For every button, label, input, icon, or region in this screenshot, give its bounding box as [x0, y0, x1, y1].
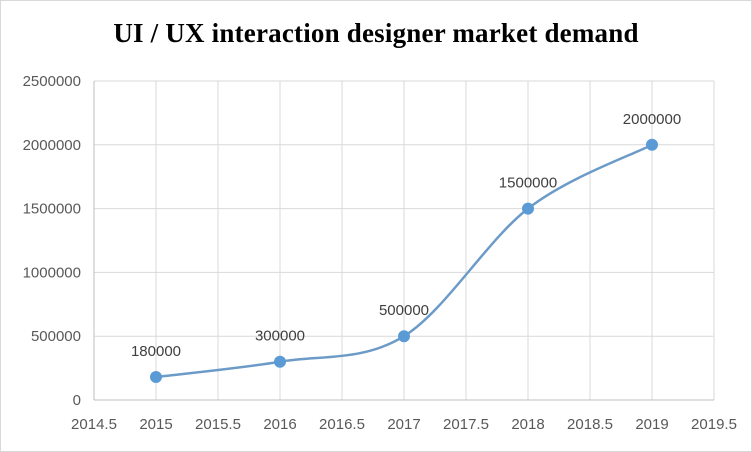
data-label: 2000000 [623, 111, 681, 128]
x-tick-label: 2014.5 [71, 416, 117, 433]
x-tick-label: 2017.5 [443, 416, 489, 433]
x-tick-label: 2018 [511, 416, 544, 433]
x-tick-label: 2015.5 [195, 416, 241, 433]
axes [93, 81, 714, 401]
data-point [150, 371, 162, 384]
y-tick-label: 1500000 [23, 201, 81, 218]
series-group [150, 138, 658, 384]
x-tick-label: 2019 [635, 416, 668, 433]
x-tick-label: 2017 [387, 416, 420, 433]
data-point [522, 202, 534, 215]
y-axis-ticks: 0 500000 1000000 1500000 2000000 2500000 [23, 73, 81, 409]
y-tick-label: 2500000 [23, 73, 81, 90]
x-tick-label: 2016.5 [319, 416, 365, 433]
data-label: 1500000 [499, 175, 557, 192]
data-label: 180000 [131, 343, 181, 360]
y-tick-label: 2000000 [23, 137, 81, 154]
data-point [274, 355, 286, 368]
data-label: 500000 [379, 302, 429, 319]
chart-title: UI / UX interaction designer market dema… [113, 18, 639, 48]
x-tick-label: 2019.5 [691, 416, 737, 433]
y-tick-label: 0 [73, 392, 81, 409]
x-axis-ticks: 2014.5 2015 2015.5 2016 2016.5 2017 2017.5 2018… [71, 416, 737, 433]
x-tick-label: 2018.5 [567, 416, 613, 433]
data-point [646, 138, 658, 151]
data-point [398, 330, 410, 343]
y-tick-label: 1000000 [23, 264, 81, 281]
data-labels: 180000 300000 500000 1500000 2000000 [131, 111, 681, 360]
data-label: 300000 [255, 328, 305, 345]
y-tick-label: 500000 [31, 328, 81, 345]
x-tick-label: 2015 [139, 416, 172, 433]
x-tick-label: 2016 [263, 416, 296, 433]
gridlines [94, 80, 715, 400]
